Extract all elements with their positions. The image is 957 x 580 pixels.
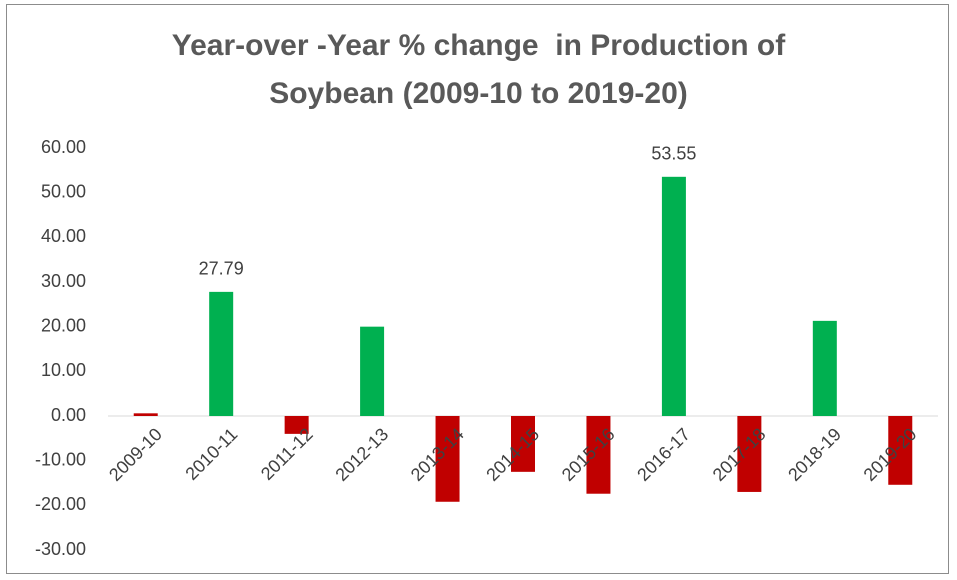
y-tick-label: 0.00 [51,405,86,425]
bar [661,176,686,416]
x-tick-label: 2018-19 [784,424,845,485]
bar [360,326,385,416]
y-tick-label: 60.00 [41,137,86,157]
data-label: 27.79 [199,259,244,279]
bar [284,416,309,434]
title-box: Year-over -Year % change in Production o… [0,22,957,118]
x-tick-label: 2016-17 [633,424,694,485]
chart-title: Year-over -Year % change in Production o… [171,29,794,110]
x-tick-label: 2010-11 [181,424,241,484]
y-tick-label: -10.00 [35,449,86,469]
bar [812,320,837,416]
bar [586,416,611,494]
y-tick-label: 20.00 [41,315,86,335]
bar [888,416,913,485]
y-tick-label: 40.00 [41,226,86,246]
y-tick-label: 50.00 [41,181,86,201]
bar [435,416,460,502]
bar [737,416,762,492]
x-tick-label: 2009-10 [105,424,166,485]
data-label: 53.55 [651,144,696,164]
bar [511,416,535,472]
y-tick-label: -30.00 [35,539,86,559]
y-tick-label: -20.00 [35,494,86,514]
bar [133,413,158,416]
y-tick-label: 30.00 [41,271,86,291]
bar [209,291,234,416]
chart-border [6,4,949,574]
y-tick-label: 10.00 [41,360,86,380]
x-tick-label: 2012-13 [331,424,392,485]
